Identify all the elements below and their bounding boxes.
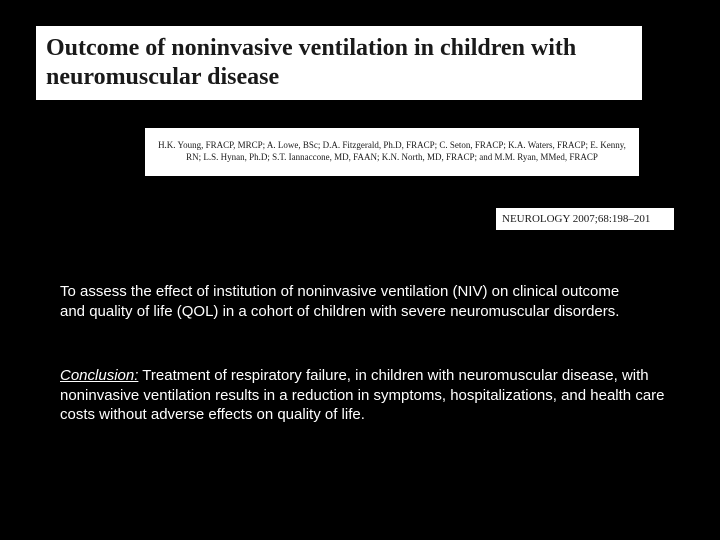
conclusion-paragraph: Conclusion: Treatment of respiratory fai… [60,366,680,425]
citation-box: NEUROLOGY 2007;68:198–201 [496,208,674,230]
objective-paragraph: To assess the effect of institution of n… [60,282,620,321]
title-box: Outcome of noninvasive ventilation in ch… [36,26,642,100]
authors-box: H.K. Young, FRACP, MRCP; A. Lowe, BSc; D… [145,128,639,176]
conclusion-label: Conclusion: [60,367,138,384]
conclusion-text: Treatment of respiratory failure, in chi… [60,367,665,423]
paper-title: Outcome of noninvasive ventilation in ch… [46,34,632,92]
journal-citation: NEUROLOGY 2007;68:198–201 [502,213,650,225]
authors-list: H.K. Young, FRACP, MRCP; A. Lowe, BSc; D… [151,140,633,163]
